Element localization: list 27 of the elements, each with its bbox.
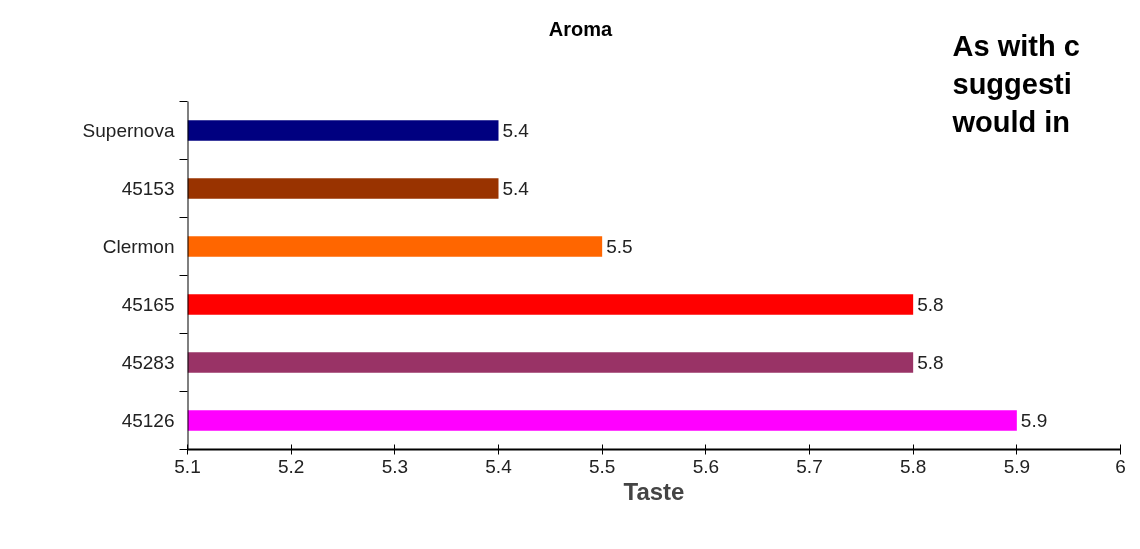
y-tick-label: 45153 (121, 178, 175, 199)
data-label: 5.4 (502, 178, 530, 199)
text: As with c (952, 29, 1080, 62)
y-tick-label: Clermon (102, 236, 175, 257)
x-tick-label: 5.1 (174, 455, 201, 477)
chart-title: Aroma (548, 17, 614, 40)
data-label: 5.8 (917, 294, 944, 315)
data-label: 5.9 (1020, 410, 1048, 431)
y-tick-label: 45283 (121, 352, 175, 373)
x-tick-label: 5.8 (899, 455, 927, 477)
data-label: 5.4 (502, 120, 530, 141)
x-axis-title: Taste (623, 477, 685, 505)
annotation: would in (951, 105, 1071, 138)
y-tick-label: 45165 (121, 294, 175, 315)
x-tick-label: 5.9 (1003, 455, 1031, 477)
y-tick-label: 45126 (121, 410, 175, 431)
x-tick-label: 5.4 (485, 455, 513, 477)
x-tick-label: 5.7 (796, 455, 823, 477)
data-label: 5.5 (606, 236, 633, 257)
x-tick-label: 5.6 (692, 455, 720, 477)
x-tick-label: 5.5 (588, 455, 616, 477)
x-tick-label: 5.2 (277, 455, 305, 477)
x-tick-label: 5.3 (381, 455, 409, 477)
x-tick-label: 6 (1115, 455, 1126, 477)
data-label: 5.8 (917, 352, 944, 373)
text: suggesti (952, 67, 1072, 100)
y-tick-label: Supernova (82, 120, 175, 141)
